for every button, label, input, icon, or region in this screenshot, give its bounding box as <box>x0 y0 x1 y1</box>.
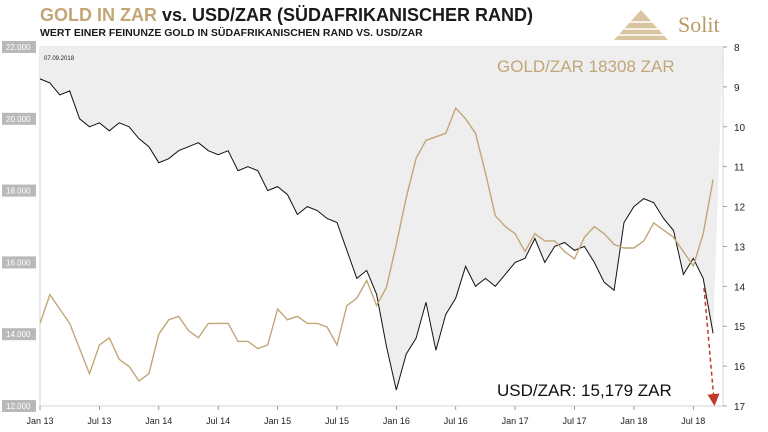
x-tick-label: Jul 15 <box>325 416 349 426</box>
y-left-tick-bg <box>2 41 36 53</box>
x-tick-label: Jan 15 <box>264 416 291 426</box>
solit-logo: Solit <box>610 8 740 44</box>
y-left-tick-label: 18.000 <box>6 187 31 196</box>
y-right-tick-label: 11 <box>734 163 745 174</box>
chart-title-gold-part: GOLD IN ZAR <box>40 5 157 25</box>
x-tick-label: Jul 17 <box>563 416 587 426</box>
y-right-tick-label: 15 <box>734 322 746 333</box>
y-left-tick-label: 16.000 <box>6 258 31 267</box>
x-tick-label: Jan 18 <box>620 416 647 426</box>
series-line-goldzar <box>39 106 714 382</box>
x-tick-label: Jul 13 <box>87 416 111 426</box>
y-left-tick-bg <box>2 328 36 341</box>
x-tick-label: Jan 13 <box>26 416 53 426</box>
x-tick-label: Jul 16 <box>444 416 468 426</box>
pyramid-logo-icon <box>614 10 668 40</box>
y-right-tick-label: 17 <box>734 402 746 413</box>
y-left-tick-bg <box>2 400 36 412</box>
y-left-tick-label: 22.000 <box>6 43 31 52</box>
chart-title: GOLD IN ZAR vs. USD/ZAR (SÜDAFRIKANISCHE… <box>40 5 533 26</box>
y-left-tick-label: 12.000 <box>6 402 31 411</box>
downward-arrow <box>703 287 720 406</box>
date-label: 07.09.2018 <box>44 56 75 62</box>
y-left-tick-label: 20.000 <box>6 115 31 124</box>
y-right-tick-label: 9 <box>734 83 740 94</box>
chart-subtitle: WERT EINER FEINUNZE GOLD IN SÜDAFRIKANIS… <box>40 27 423 39</box>
x-tick-label: Jul 14 <box>206 416 230 426</box>
y-right-tick-label: 16 <box>734 362 746 373</box>
x-tick-label: Jan 16 <box>383 416 410 426</box>
series-line-usdzar <box>39 78 714 391</box>
goldzar-label: GOLD/ZAR 18308 ZAR <box>497 57 675 76</box>
y-left-tick-bg <box>2 112 36 125</box>
y-right-tick-label: 8 <box>734 43 740 54</box>
usdzar-label: USD/ZAR: 15,179 ZAR <box>497 381 672 400</box>
y-left-tick-label: 14.000 <box>6 330 31 339</box>
y-right-tick-label: 12 <box>734 203 746 214</box>
x-tick-label: Jul 18 <box>681 416 705 426</box>
y-right-tick-label: 13 <box>734 242 746 253</box>
logo-text: Solit <box>678 12 720 37</box>
y-right-tick-label: 14 <box>734 282 746 293</box>
y-left-tick-bg <box>2 184 36 197</box>
y-right-tick-label: 10 <box>734 123 746 134</box>
gap-shading <box>40 47 723 390</box>
chart-title-rest: vs. USD/ZAR (SÜDAFRIKANISCHER RAND) <box>157 5 534 25</box>
x-tick-label: Jan 17 <box>502 416 529 426</box>
y-left-tick-bg <box>2 256 36 269</box>
x-tick-label: Jan 14 <box>145 416 172 426</box>
